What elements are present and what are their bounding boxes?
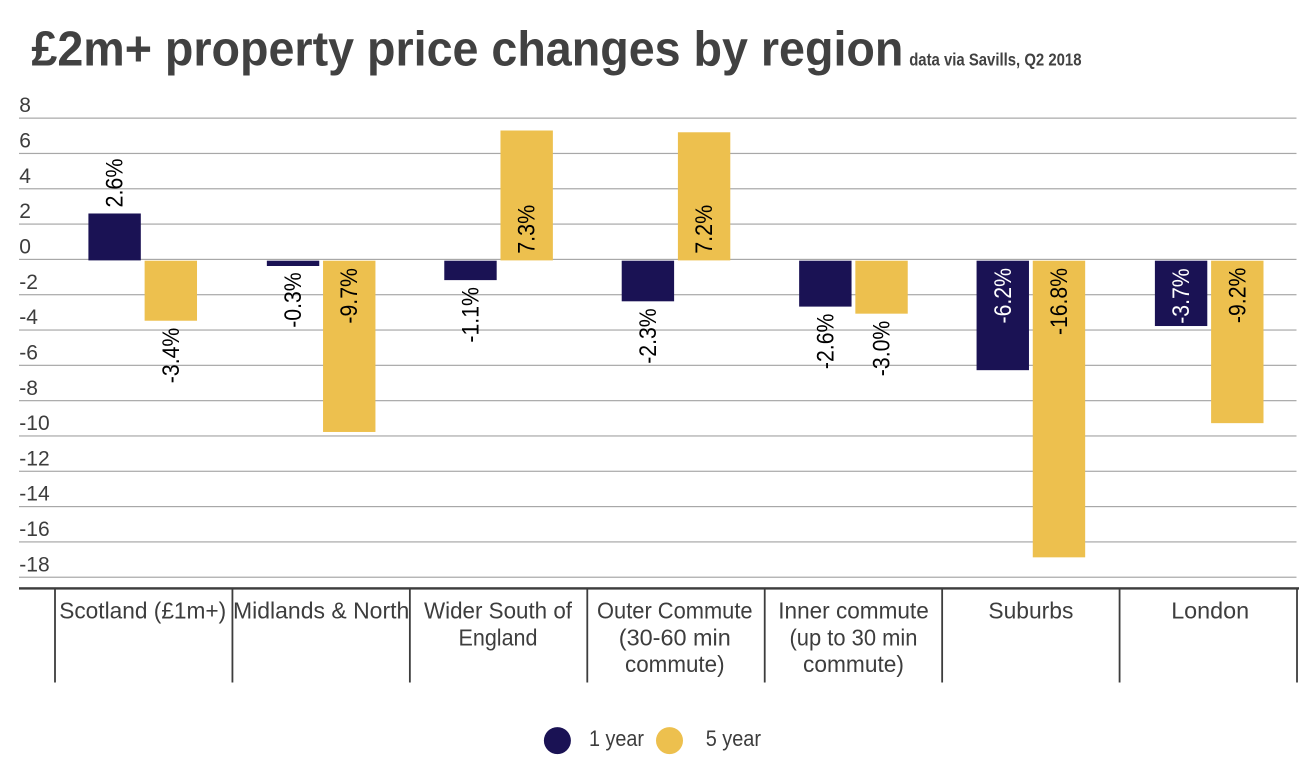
svg-text:Inner commute: Inner commute (778, 598, 929, 624)
svg-text:-8: -8 (19, 377, 38, 400)
svg-text:0: 0 (19, 236, 31, 259)
svg-text:-9.7%: -9.7% (336, 268, 363, 324)
svg-text:commute): commute) (803, 651, 904, 677)
svg-text:4: 4 (19, 165, 31, 188)
svg-text:-4: -4 (19, 306, 38, 329)
svg-text:England: England (459, 624, 538, 650)
svg-text:-6: -6 (19, 341, 38, 364)
svg-text:2.6%: 2.6% (102, 159, 129, 208)
svg-text:Suburbs: Suburbs (988, 598, 1073, 624)
svg-text:-10: -10 (19, 412, 49, 435)
svg-text:2: 2 (19, 200, 31, 223)
svg-text:-3.0%: -3.0% (869, 321, 896, 377)
svg-text:7.3%: 7.3% (514, 205, 541, 254)
svg-text:-16: -16 (19, 518, 49, 541)
svg-text:-1.1%: -1.1% (457, 287, 484, 343)
svg-text:-0.3%: -0.3% (280, 272, 307, 328)
svg-text:Scotland (£1m+): Scotland (£1m+) (59, 598, 226, 624)
svg-text:Wider South of: Wider South of (424, 598, 573, 624)
svg-text:-3.7%: -3.7% (1168, 268, 1195, 324)
svg-text:(30-60 min: (30-60 min (619, 624, 731, 650)
svg-text:Midlands & North: Midlands & North (233, 598, 409, 624)
svg-text:London: London (1171, 598, 1249, 624)
svg-text:data via Savills, Q2 2018: data via Savills, Q2 2018 (909, 50, 1082, 70)
svg-text:-12: -12 (19, 447, 49, 470)
svg-text:(up to 30 min: (up to 30 min (790, 624, 918, 650)
svg-text:6: 6 (19, 130, 31, 153)
svg-text:-2: -2 (19, 271, 38, 294)
svg-text:-2.3%: -2.3% (635, 308, 662, 364)
svg-text:1 year: 1 year (589, 726, 644, 751)
svg-text:-2.6%: -2.6% (812, 314, 839, 370)
svg-text:commute): commute) (625, 651, 725, 677)
svg-text:-18: -18 (19, 553, 49, 576)
svg-text:8: 8 (19, 94, 31, 117)
svg-text:-16.8%: -16.8% (1046, 268, 1073, 335)
svg-text:Outer Commute: Outer Commute (597, 598, 753, 624)
svg-text:-14: -14 (19, 483, 50, 506)
svg-text:£2m+ property price changes by: £2m+ property price changes by region (31, 22, 903, 76)
svg-text:-9.2%: -9.2% (1224, 268, 1251, 324)
svg-text:7.2%: 7.2% (691, 205, 718, 254)
svg-text:-6.2%: -6.2% (990, 268, 1017, 324)
svg-text:-3.4%: -3.4% (158, 328, 185, 384)
svg-text:5 year: 5 year (706, 726, 761, 751)
